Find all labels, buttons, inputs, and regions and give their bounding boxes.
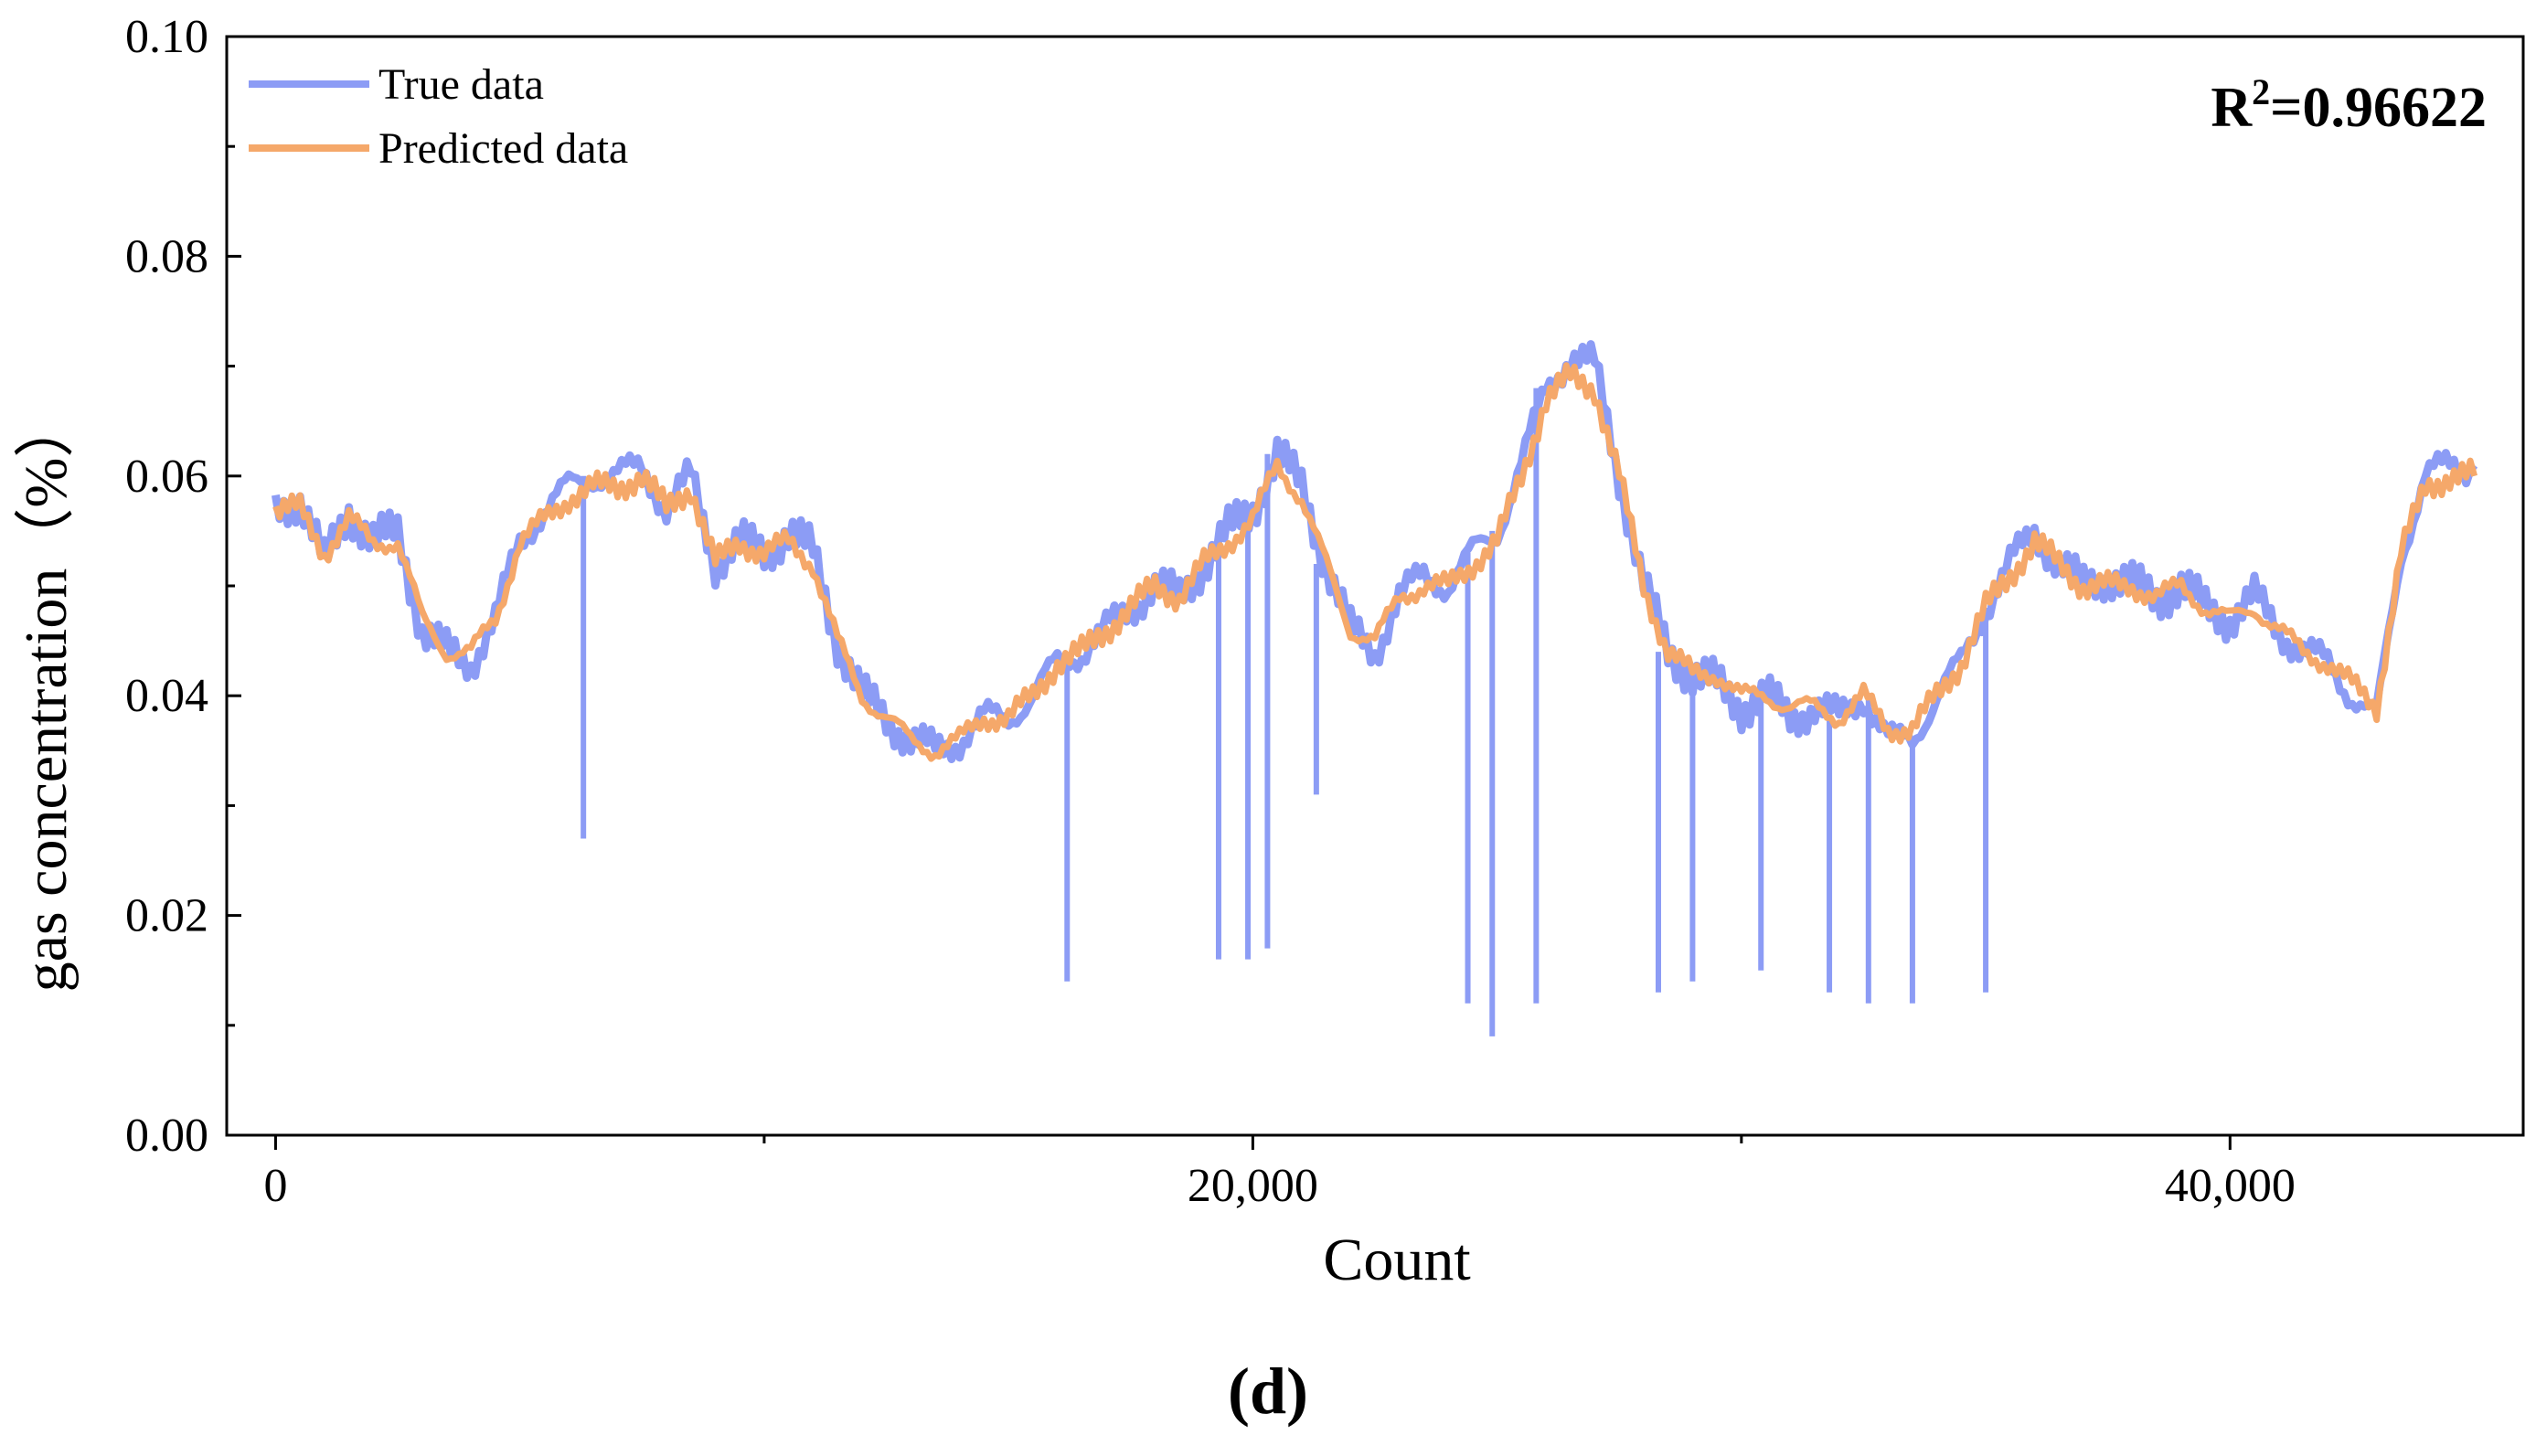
legend: True data Predicted data: [249, 60, 628, 173]
legend-label: Predicted data: [378, 124, 628, 173]
y-tick-label: 0.02: [125, 890, 208, 942]
y-tick-label: 0.00: [125, 1110, 208, 1162]
series-predicted-data-line: [272, 362, 2477, 762]
y-axis-title: gas concentration（%）: [13, 398, 80, 993]
r2-prefix: R: [2211, 77, 2253, 139]
series-layer: [271, 340, 2478, 1036]
y-tick-label: 0.10: [125, 11, 208, 63]
r2-annotation: R2=0.96622: [2211, 71, 2487, 139]
axes-layer: 0.00 0.02 0.04 0.06 0.08 0.10 0 20,000 40,000: [125, 11, 2525, 1212]
x-tick-label: 0: [263, 1160, 287, 1212]
x-tick-label: 40,000: [2165, 1160, 2296, 1212]
r2-superscript: 2: [2252, 71, 2270, 112]
r2-value: =0.96622: [2270, 77, 2487, 139]
x-axis-title: Count: [1323, 1227, 1470, 1293]
legend-label: True data: [378, 60, 544, 109]
x-tick-label: 20,000: [1188, 1160, 1318, 1212]
y-tick-label: 0.04: [125, 670, 208, 722]
y-tick-label: 0.06: [125, 451, 208, 503]
series-true-data-line: [271, 340, 2478, 763]
y-tick-label: 0.08: [125, 230, 208, 282]
panel-label: (d): [1228, 1355, 1308, 1428]
